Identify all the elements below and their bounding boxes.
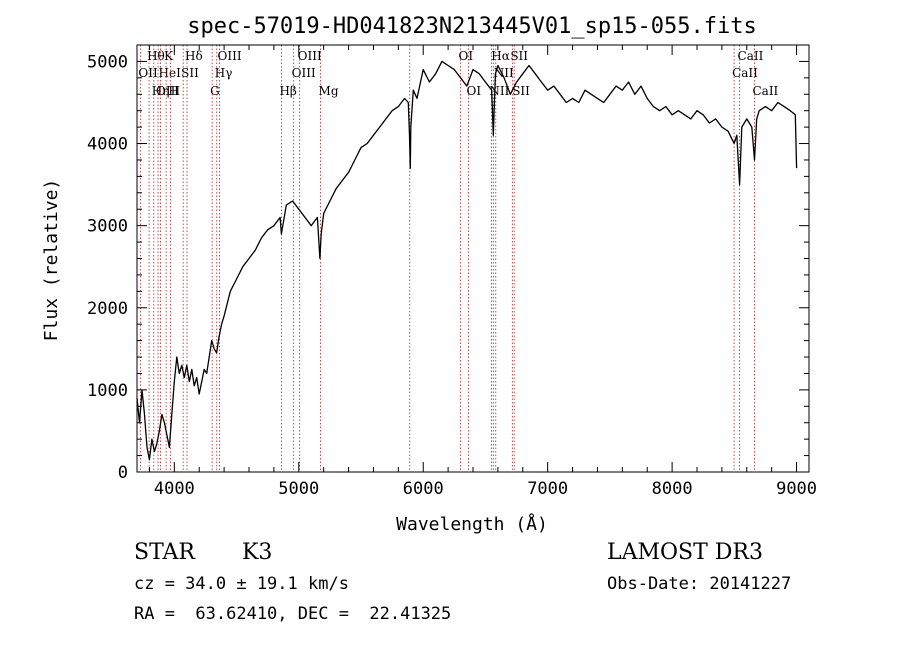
- line-label-0: OII: [138, 66, 158, 80]
- flux-series: [136, 60, 798, 461]
- y-axis: 0 1000 2000 3000 4000 5000: [87, 44, 809, 483]
- line-label-11: OIII: [218, 49, 242, 63]
- x-axis: 4000 5000 6000 7000 8000 9000: [148, 45, 817, 499]
- y-tick-label-0: 0: [118, 463, 128, 483]
- line-label-10: Hγ: [215, 66, 233, 80]
- line-label-24: CaII: [732, 66, 758, 80]
- series-line-0: [136, 60, 798, 461]
- line-label-25: CaII: [738, 49, 764, 63]
- line-label-22: SII: [510, 49, 528, 63]
- x-tick-label-2: 6000: [403, 479, 444, 499]
- redshift-velocity: cz = 34.0 ± 19.1 km/s: [134, 574, 349, 594]
- line-label-4: HeI: [159, 66, 182, 80]
- line-label-6: H: [168, 84, 178, 98]
- x-tick-label-5: 9000: [776, 479, 817, 499]
- y-tick-label-5: 5000: [87, 52, 128, 72]
- observation-date: Obs-Date: 20141227: [607, 574, 792, 594]
- survey-name: LAMOST DR3: [607, 540, 763, 565]
- line-label-12: Hβ: [279, 84, 296, 98]
- line-label-18: OI: [467, 84, 482, 98]
- line-label-13: OIII: [292, 66, 316, 80]
- plot-frame: [136, 44, 810, 473]
- line-label-20: Hα: [491, 49, 510, 63]
- line-label-26: CaII: [752, 84, 778, 98]
- y-axis-label: Flux (relative): [41, 179, 62, 342]
- y-tick-label-3: 3000: [87, 217, 128, 237]
- y-tick-label-4: 4000: [87, 135, 128, 155]
- object-type: STAR: [134, 540, 195, 565]
- chart-title: spec-57019-HD041823N213445V01_sp15-055.f…: [187, 14, 757, 39]
- line-label-5: K: [164, 49, 174, 63]
- y-tick-label-2: 2000: [87, 299, 128, 319]
- line-label-15: Mg: [319, 84, 339, 98]
- x-tick-label-0: 4000: [154, 479, 195, 499]
- spectral-line-markers: OIIHθHηOIIIHeIKHSIIHδGHγOIIIHβOIIIOIIIMg…: [138, 45, 779, 472]
- line-label-7: SII: [181, 66, 199, 80]
- x-tick-label-1: 5000: [278, 479, 319, 499]
- x-tick-label-3: 7000: [527, 479, 568, 499]
- line-label-14: OIII: [298, 49, 322, 63]
- coordinates: RA = 63.62410, DEC = 22.41325: [134, 604, 452, 624]
- y-tick-label-1: 1000: [87, 381, 128, 401]
- subclass: K3: [242, 540, 273, 565]
- x-axis-label: Wavelength (Å): [396, 513, 548, 535]
- line-label-3: OIII: [156, 84, 180, 98]
- line-label-8: Hδ: [185, 49, 203, 63]
- x-tick-label-4: 8000: [652, 479, 693, 499]
- line-label-17: OI: [459, 49, 474, 63]
- line-label-23: SII: [512, 84, 530, 98]
- line-label-1: Hθ: [147, 49, 165, 63]
- line-label-9: G: [210, 84, 220, 98]
- line-label-21: NII: [494, 66, 514, 80]
